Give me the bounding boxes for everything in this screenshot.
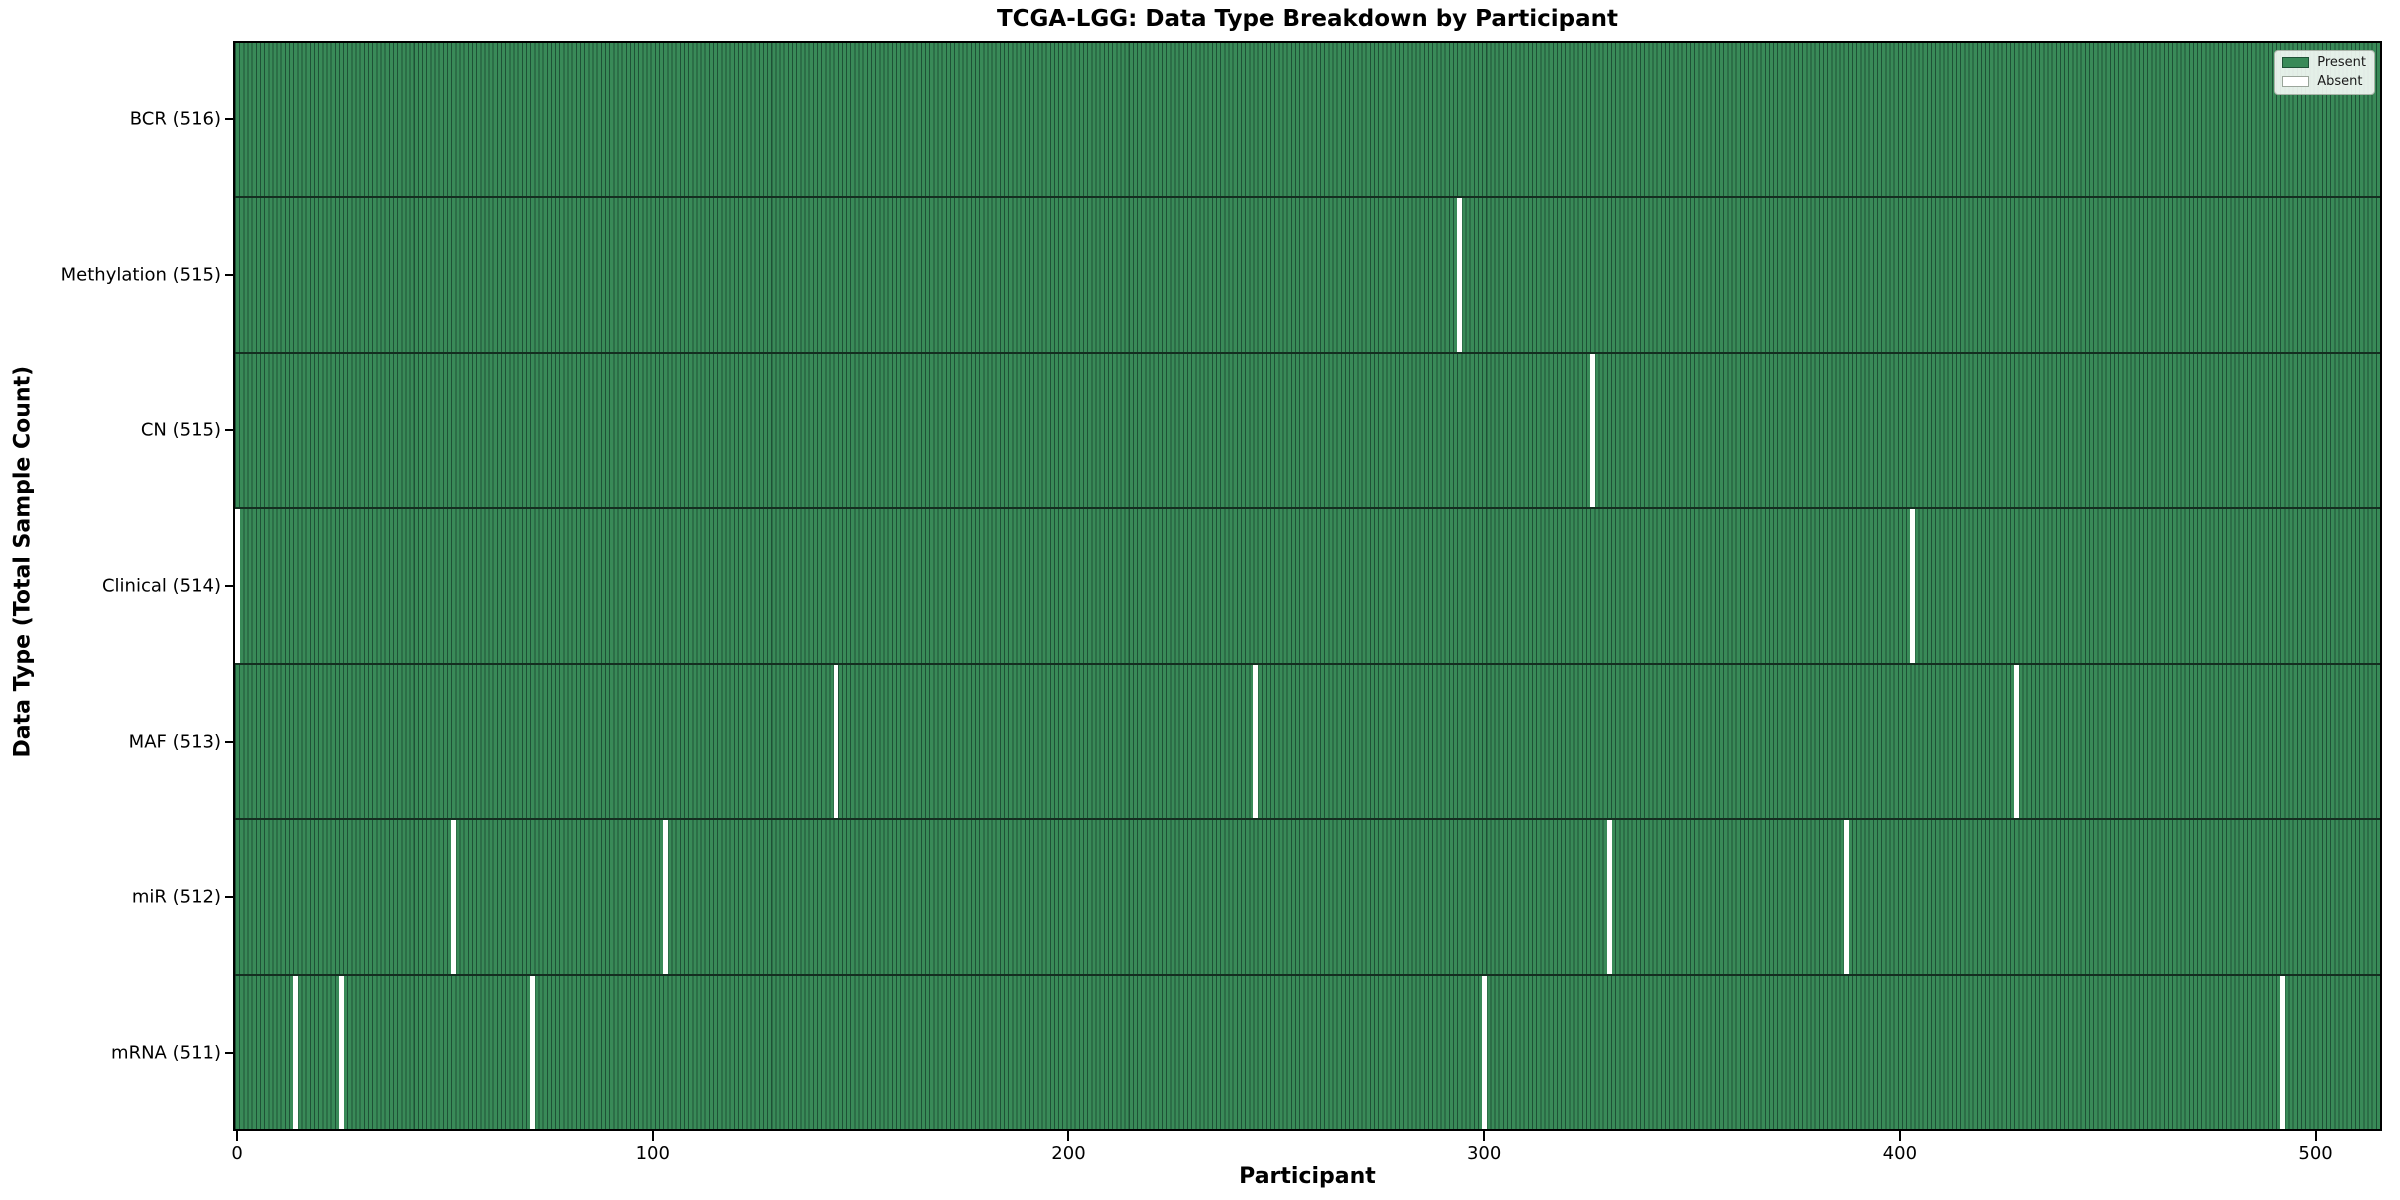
legend-label-present: Present <box>2317 55 2366 70</box>
xtick-label-400: 400 <box>1882 1143 1918 1164</box>
ytick-mark-CN <box>225 429 233 432</box>
ytick-mark-BCR <box>225 117 233 120</box>
absent-gap-MAF-245 <box>1253 664 1259 819</box>
absent-gap-mRNA-71 <box>530 975 535 1129</box>
xtick-label-300: 300 <box>1466 1143 1502 1164</box>
row-Clinical <box>235 507 2380 663</box>
ytick-label-miR: miR (512) <box>131 886 221 908</box>
absent-gap-miR-330 <box>1606 820 1612 974</box>
xtick-mark-100 <box>651 1131 654 1141</box>
absent-swatch <box>2282 76 2310 87</box>
absent-gap-Clinical-0 <box>235 509 240 663</box>
ytick-mark-MAF <box>225 740 233 743</box>
row-miR <box>235 818 2380 974</box>
chart-title: TCGA-LGG: Data Type Breakdown by Partici… <box>996 6 1619 32</box>
ytick-mark-Methylation <box>225 273 233 276</box>
absent-gap-miR-387 <box>1843 820 1849 974</box>
xtick-label-100: 100 <box>635 1143 670 1164</box>
xtick-label-200: 200 <box>1051 1143 1086 1164</box>
xtick-mark-400 <box>1898 1131 1901 1141</box>
ytick-mark-mRNA <box>225 1052 233 1055</box>
absent-gap-MAF-428 <box>2014 664 2019 819</box>
ytick-label-mRNA: mRNA (511) <box>111 1042 221 1064</box>
absent-gap-Methylation-294 <box>1457 198 1462 352</box>
ytick-label-Methylation: Methylation (515) <box>60 264 221 286</box>
present-swatch <box>2282 57 2310 68</box>
xtick-mark-300 <box>1483 1131 1486 1141</box>
ytick-label-MAF: MAF (513) <box>128 731 221 753</box>
row-MAF <box>235 662 2380 819</box>
ytick-mark-miR <box>225 896 233 899</box>
absent-gap-MAF-144 <box>833 664 839 819</box>
xtick-label-500: 500 <box>2298 1143 2333 1164</box>
legend: Present Absent <box>2274 50 2375 95</box>
plot-area: Present Absent <box>233 41 2382 1131</box>
absent-gap-Clinical-403 <box>1910 509 1915 663</box>
absent-gap-mRNA-25 <box>338 975 344 1129</box>
ytick-mark-Clinical <box>225 585 233 587</box>
row-Methylation <box>235 196 2380 352</box>
absent-gap-miR-52 <box>451 820 456 974</box>
ytick-label-Clinical: Clinical (514) <box>101 575 221 597</box>
x-axis-label: Participant <box>1239 1164 1376 1189</box>
legend-label-absent: Absent <box>2317 74 2363 89</box>
row-mRNA <box>235 973 2380 1129</box>
xtick-mark-200 <box>1067 1131 1070 1141</box>
y-axis-label: Data Type (Total Sample Count) <box>10 365 36 758</box>
absent-gap-mRNA-492 <box>2280 975 2285 1129</box>
absent-gap-mRNA-14 <box>293 975 298 1129</box>
absent-gap-mRNA-300 <box>1482 975 1487 1129</box>
ytick-label-CN: CN (515) <box>140 419 221 441</box>
xtick-mark-0 <box>236 1131 239 1141</box>
legend-entry-present: Present <box>2282 55 2366 70</box>
row-BCR <box>235 43 2380 197</box>
absent-gap-miR-103 <box>663 820 668 974</box>
xtick-label-0: 0 <box>231 1143 243 1164</box>
absent-gap-CN-326 <box>1590 353 1595 508</box>
xtick-mark-500 <box>2314 1131 2317 1141</box>
row-CN <box>235 351 2380 508</box>
ytick-label-BCR: BCR (516) <box>129 108 221 130</box>
legend-entry-absent: Absent <box>2282 74 2366 89</box>
